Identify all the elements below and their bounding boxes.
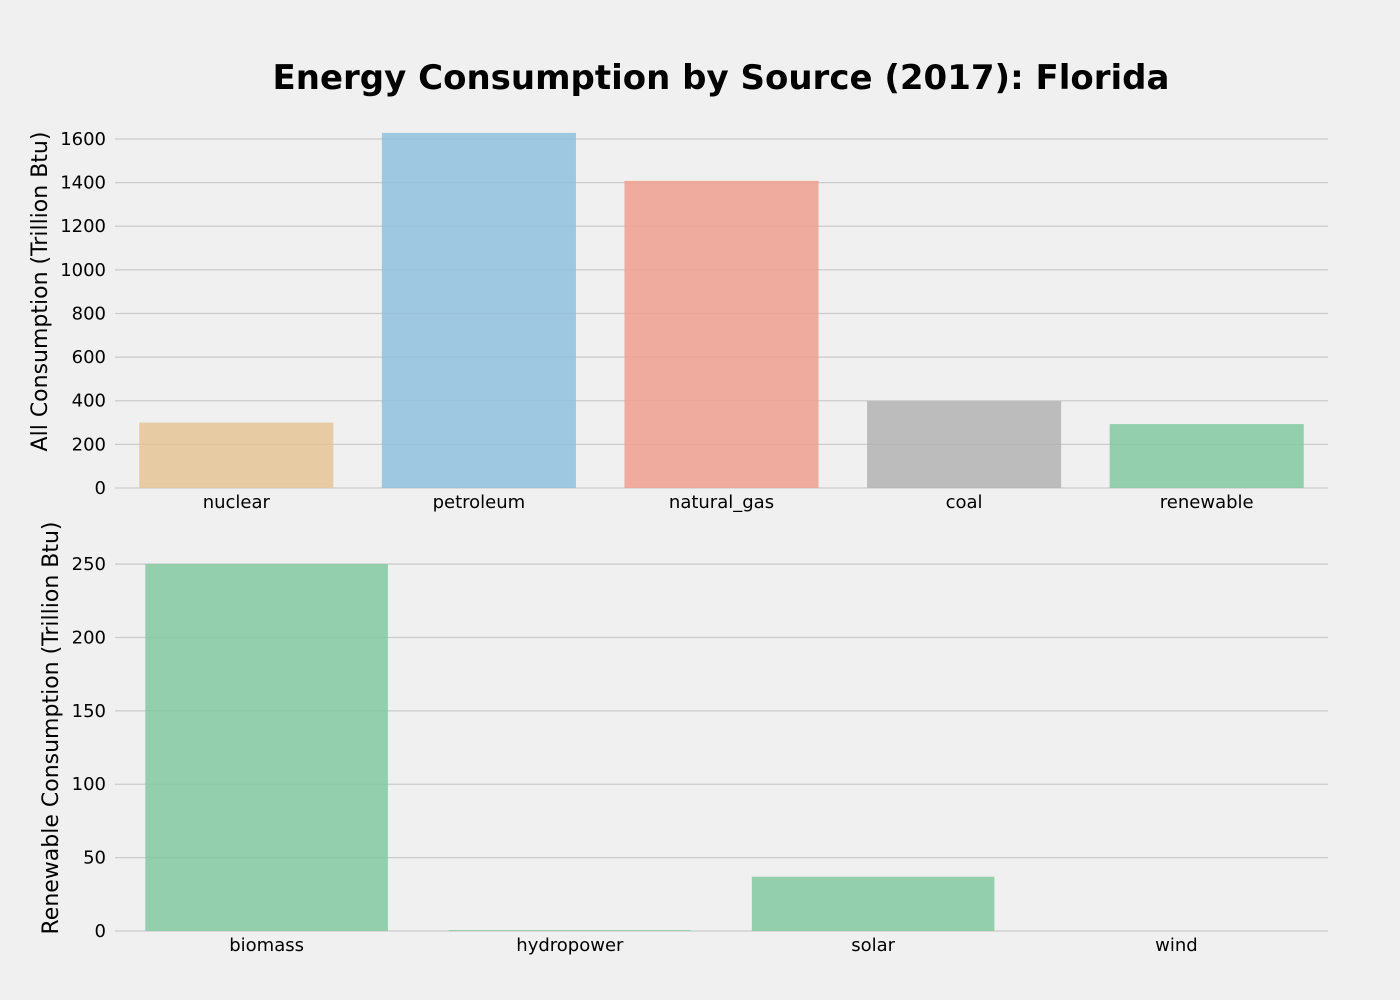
y-tick-label: 1000 xyxy=(60,260,106,281)
y-tick-label: 250 xyxy=(72,554,106,575)
x-tick-label: coal xyxy=(946,492,983,513)
y-tick-label: 50 xyxy=(83,848,106,869)
bar-petroleum xyxy=(381,132,576,489)
x-tick-label: hydropower xyxy=(516,935,624,956)
x-tick-label: wind xyxy=(1155,935,1198,956)
bar-natural_gas xyxy=(624,180,819,488)
x-tick-label: natural_gas xyxy=(669,492,774,513)
panel-all-consumption: 0 200 400 600 800 1000 1200 1400 1600 All Consump… xyxy=(28,129,1328,513)
bar-coal xyxy=(867,401,1062,488)
y-tick-label: 600 xyxy=(72,347,106,368)
y-tick-label: 0 xyxy=(95,921,106,942)
x-tick-label: nuclear xyxy=(203,492,271,513)
bar-nuclear xyxy=(139,422,334,488)
y-axis-label: Renewable Consumption (Trillion Btu) xyxy=(39,521,64,934)
bar-solar xyxy=(751,876,995,931)
chart-title: Energy Consumption by Source (2017): Flo… xyxy=(272,58,1170,98)
y-tick-label: 150 xyxy=(72,701,106,722)
x-tick-label: petroleum xyxy=(433,492,526,513)
y-tick-label: 200 xyxy=(72,627,106,648)
y-tick-label: 1200 xyxy=(60,216,106,237)
bar-renewable xyxy=(1109,424,1304,488)
y-tick-label: 400 xyxy=(72,391,106,412)
y-tick-label: 1600 xyxy=(60,129,106,150)
x-tick-label: biomass xyxy=(229,935,304,956)
panel-renewable-consumption: 0 50 100 150 200 250 Renewable Consumption (Tr… xyxy=(39,521,1328,956)
y-tick-label: 0 xyxy=(95,478,106,499)
x-tick-label: renewable xyxy=(1160,492,1254,513)
y-tick-label: 800 xyxy=(72,303,106,324)
y-tick-label: 200 xyxy=(72,434,106,455)
y-tick-label: 100 xyxy=(72,774,106,795)
x-tick-label: solar xyxy=(851,935,895,956)
bar-biomass xyxy=(145,564,388,931)
bar-hydropower xyxy=(448,930,692,931)
y-axis-label: All Consumption (Trillion Btu) xyxy=(28,132,53,452)
y-tick-label: 1400 xyxy=(60,173,106,194)
